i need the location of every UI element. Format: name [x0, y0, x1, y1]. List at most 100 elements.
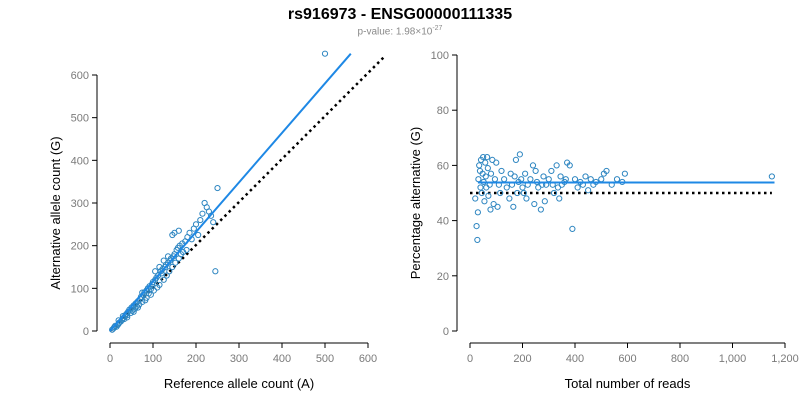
- right-data-point: [621, 170, 628, 177]
- right-x-tick-label: 800: [671, 353, 689, 365]
- left-y-tick-label: 100: [71, 283, 89, 295]
- left-y-axis-title: Alternative allele count (G): [48, 136, 63, 289]
- right-data-point: [585, 187, 592, 194]
- right-data-point: [598, 176, 605, 183]
- right-data-point: [553, 162, 560, 169]
- left-data-point: [130, 308, 137, 315]
- right-data-point: [478, 189, 485, 197]
- right-data-point: [541, 198, 548, 205]
- right-data-point: [511, 173, 518, 180]
- right-data-point: [514, 189, 521, 197]
- right-data-point: [477, 184, 484, 191]
- left-data-point: [195, 231, 202, 239]
- chart-subtitle: p-value: 1.98×10-27: [0, 25, 800, 37]
- left-data-point: [210, 219, 217, 226]
- right-x-tick-label: 400: [566, 353, 584, 365]
- left-data-point: [147, 291, 154, 298]
- left-data-point: [212, 268, 219, 275]
- right-data-point: [493, 159, 500, 166]
- left-data-point: [134, 304, 142, 311]
- right-data-point: [491, 176, 499, 183]
- right-data-point: [512, 156, 520, 163]
- right-data-point: [571, 176, 579, 183]
- right-data-point: [522, 170, 529, 177]
- left-data-point: [197, 216, 204, 224]
- left-x-axis-title: Reference allele count (A): [164, 376, 314, 391]
- right-data-point: [569, 225, 576, 232]
- right-data-point: [556, 195, 563, 202]
- left-x-tick-label: 100: [144, 353, 162, 365]
- right-data-point: [768, 173, 775, 180]
- right-data-point: [587, 176, 594, 183]
- left-data-point: [139, 298, 146, 306]
- right-data-point: [480, 154, 487, 161]
- left-data-point: [143, 294, 150, 301]
- right-y-tick-label: 60: [437, 160, 449, 172]
- left-y-tick-label: 500: [71, 113, 89, 125]
- left-data-point: [192, 221, 200, 228]
- right-data-point: [483, 154, 491, 161]
- right-data-point: [484, 165, 491, 172]
- right-y-axis-title: Percentage alternative (G): [408, 127, 423, 279]
- left-y-tick-label: 300: [71, 198, 89, 210]
- pvalue-text: p-value: 1.98×10: [357, 26, 433, 38]
- chart-title: rs916973 - ENSG00000111335: [287, 6, 513, 23]
- right-data-point: [483, 184, 490, 191]
- right-data-point: [574, 184, 581, 191]
- right-data-point: [613, 176, 621, 183]
- right-data-point: [482, 159, 489, 166]
- left-data-point: [166, 268, 173, 275]
- right-data-point: [548, 167, 555, 175]
- left-x-tick-label: 0: [107, 353, 113, 365]
- left-data-point: [199, 210, 206, 217]
- right-y-tick-label: 100: [431, 50, 449, 62]
- right-data-point: [476, 162, 483, 169]
- right-x-tick-label: 600: [618, 353, 636, 365]
- pvalue-exponent: -27: [432, 25, 443, 32]
- left-data-point: [169, 231, 176, 239]
- right-data-point: [520, 189, 527, 197]
- left-data-point: [156, 281, 163, 289]
- left-data-point: [156, 263, 163, 271]
- right-data-point: [485, 192, 492, 199]
- left-data-point: [183, 246, 190, 254]
- right-data-point: [557, 173, 564, 180]
- right-data-point: [474, 209, 481, 216]
- right-data-point: [503, 184, 510, 191]
- left-data-point: [152, 268, 159, 275]
- right-data-point: [531, 200, 538, 208]
- right-data-point: [537, 206, 544, 213]
- right-data-point: [506, 195, 513, 202]
- right-data-point: [482, 173, 489, 180]
- right-y-tick-label: 80: [437, 105, 449, 117]
- right-data-point: [527, 176, 534, 183]
- right-data-point: [519, 184, 526, 191]
- right-data-point: [475, 176, 482, 183]
- allele-count-scatter-panel: 0 100 200 300 400 500 600 0 100 200 300 400 500 600 Re…: [48, 50, 387, 391]
- right-data-point: [501, 176, 508, 183]
- left-data-point: [169, 263, 176, 271]
- left-data-point: [160, 276, 167, 283]
- right-x-tick-label: 1,000: [719, 353, 747, 365]
- left-y-tick-label: 400: [71, 155, 89, 167]
- right-data-point: [516, 151, 523, 158]
- left-x-tick-label: 500: [316, 353, 334, 365]
- right-x-tick-label: 200: [513, 353, 531, 365]
- right-data-point: [603, 167, 610, 175]
- right-data-point: [582, 173, 589, 180]
- right-data-point: [566, 162, 573, 169]
- right-y-tick-label: 20: [437, 271, 449, 283]
- left-fit-line: [109, 53, 352, 332]
- right-data-point: [494, 203, 501, 210]
- left-data-point: [172, 259, 179, 266]
- right-x-axis-title: Total number of reads: [565, 376, 691, 391]
- left-x-tick-label: 400: [273, 353, 291, 365]
- left-x-tick-label: 300: [230, 353, 248, 365]
- right-y-tick-label: 40: [437, 216, 449, 228]
- left-data-point: [160, 257, 167, 264]
- left-data-point: [115, 317, 122, 324]
- left-data-point: [175, 227, 182, 234]
- right-data-point: [510, 203, 517, 210]
- right-x-tick-label: 1,200: [771, 353, 799, 365]
